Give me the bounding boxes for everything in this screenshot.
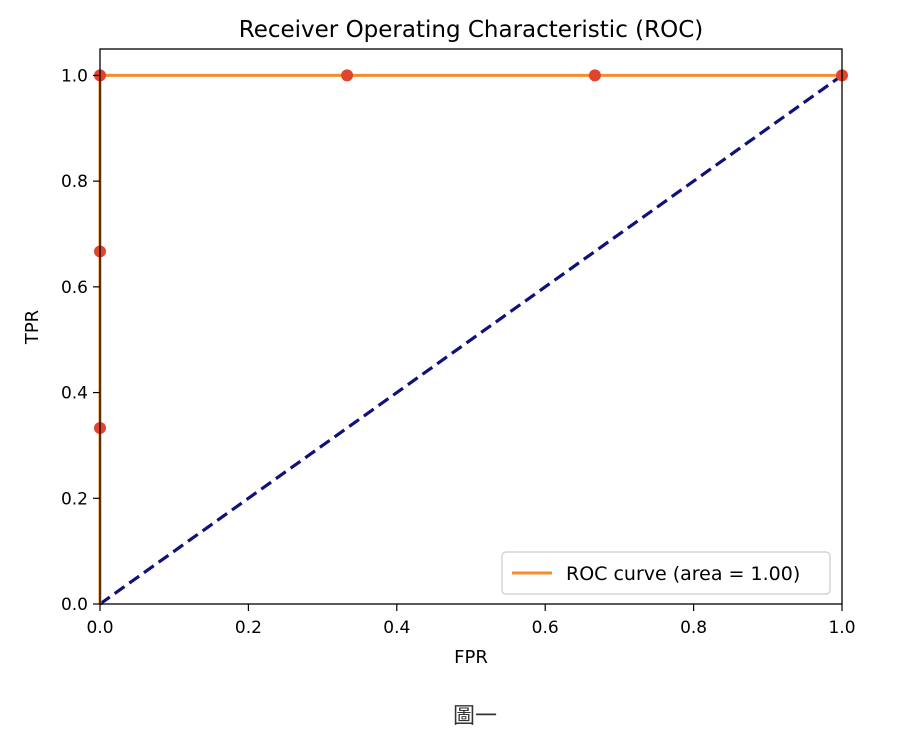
- x-tick-label: 1.0: [828, 618, 855, 638]
- x-tick-label: 0.2: [235, 618, 262, 638]
- y-axis-label: TPR: [22, 310, 43, 345]
- chance-line: [99, 74, 843, 606]
- y-tick-label: 0.4: [61, 384, 88, 404]
- y-tick-label: 0.0: [61, 595, 88, 615]
- x-axis-label: FPR: [454, 647, 488, 668]
- legend-roc-label: ROC curve (area = 1.00): [566, 563, 800, 585]
- axes: 0.0 0.2 0.4 0.6 0.8 1.0 0.0 0.2 0.4 0.6 0.8 1.0: [61, 48, 856, 638]
- y-tick-label: 0.2: [61, 489, 88, 509]
- legend-box: [501, 551, 831, 595]
- roc-point-marker: [588, 69, 601, 82]
- chart-title: Receiver Operating Characteristic (ROC): [239, 17, 704, 43]
- x-tick-label: 0.8: [680, 618, 707, 638]
- legend: ROC curve (area = 1.00): [501, 551, 831, 595]
- plot-frame: [99, 48, 843, 605]
- roc-point-marker: [341, 69, 354, 82]
- y-tick-label: 0.8: [61, 172, 88, 192]
- x-tick-label: 0.6: [532, 618, 559, 638]
- roc-chart: Receiver Operating Characteristic (ROC) …: [22, 17, 856, 668]
- x-tick-label: 0.4: [383, 618, 410, 638]
- x-tick-label: 0.0: [86, 618, 113, 638]
- figure-caption: 圖一: [452, 704, 497, 729]
- plot-area: [94, 69, 848, 606]
- y-tick-label: 1.0: [61, 66, 88, 86]
- y-tick-label: 0.6: [61, 278, 88, 298]
